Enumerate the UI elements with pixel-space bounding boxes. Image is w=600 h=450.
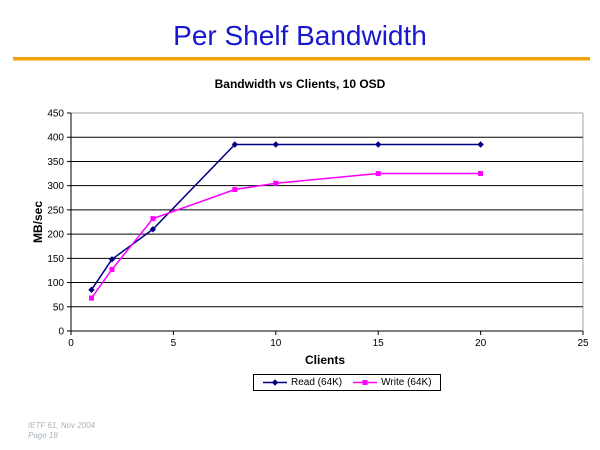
slide-title: Per Shelf Bandwidth — [173, 20, 427, 51]
title-divider-rule — [13, 57, 590, 61]
x-tick-label-20: 20 — [475, 338, 487, 349]
y-tick-label-300: 300 — [47, 181, 64, 192]
series-marker-read-64k-x20 — [477, 141, 484, 148]
footer-line-2: Page 18 — [28, 431, 58, 440]
x-tick-label-0: 0 — [68, 338, 74, 349]
x-tick-label-25: 25 — [577, 338, 589, 349]
series-marker-read-64k-x1 — [88, 286, 95, 294]
y-tick-label-400: 400 — [47, 133, 64, 144]
chart-legend: Read (64K) Write (64K) — [253, 374, 441, 391]
series-marker-write-64k-x4 — [150, 216, 156, 222]
series-marker-write-64k-x20 — [478, 171, 484, 177]
slide-footer: IETF 61, Nov 2004 Page 18 — [28, 421, 95, 441]
legend-label-write: Write (64K) — [381, 377, 432, 388]
write-series-swatch-icon — [353, 380, 378, 385]
y-axis-title: MB/sec — [31, 200, 45, 244]
x-tick-label-5: 5 — [171, 338, 177, 349]
series-marker-write-64k-x8 — [232, 187, 238, 193]
legend-label-read: Read (64K) — [291, 377, 343, 388]
y-tick-label-250: 250 — [47, 205, 64, 216]
series-marker-write-64k-x2 — [109, 266, 115, 272]
series-marker-read-64k-x4 — [149, 226, 157, 233]
legend-entry-write: Write (64K) — [352, 377, 432, 388]
chart-title: Bandwidth vs Clients, 10 OSD — [214, 77, 386, 91]
y-tick-label-150: 150 — [47, 254, 64, 265]
y-tick-label-50: 50 — [53, 302, 65, 313]
footer-line-1: IETF 61, Nov 2004 — [28, 421, 95, 430]
x-axis-title: Clients — [304, 353, 346, 367]
series-marker-write-64k-x1 — [88, 295, 94, 301]
series-marker-write-64k-x15 — [375, 171, 381, 177]
legend-marker-square-icon — [362, 380, 368, 385]
series-marker-read-64k-x10 — [272, 141, 279, 148]
legend-entry-read: Read (64K) — [262, 377, 342, 388]
legend-marker-diamond-icon — [271, 379, 279, 386]
series-marker-read-64k-x8 — [231, 141, 239, 148]
series-line-write-64k — [90, 172, 481, 299]
x-tick-label-10: 10 — [270, 338, 282, 349]
y-tick-label-0: 0 — [58, 327, 64, 338]
series-marker-read-64k-x15 — [375, 141, 382, 148]
y-tick-label-450: 450 — [47, 109, 64, 120]
y-tick-label-350: 350 — [47, 157, 64, 168]
y-tick-label-200: 200 — [47, 230, 64, 241]
series-line-read-64k — [90, 143, 481, 291]
x-tick-label-15: 15 — [373, 338, 385, 349]
series-marker-write-64k-x10 — [273, 180, 279, 186]
series-marker-read-64k-x2 — [108, 256, 116, 263]
read-series-swatch-icon — [263, 379, 287, 386]
y-tick-label-100: 100 — [47, 278, 64, 289]
